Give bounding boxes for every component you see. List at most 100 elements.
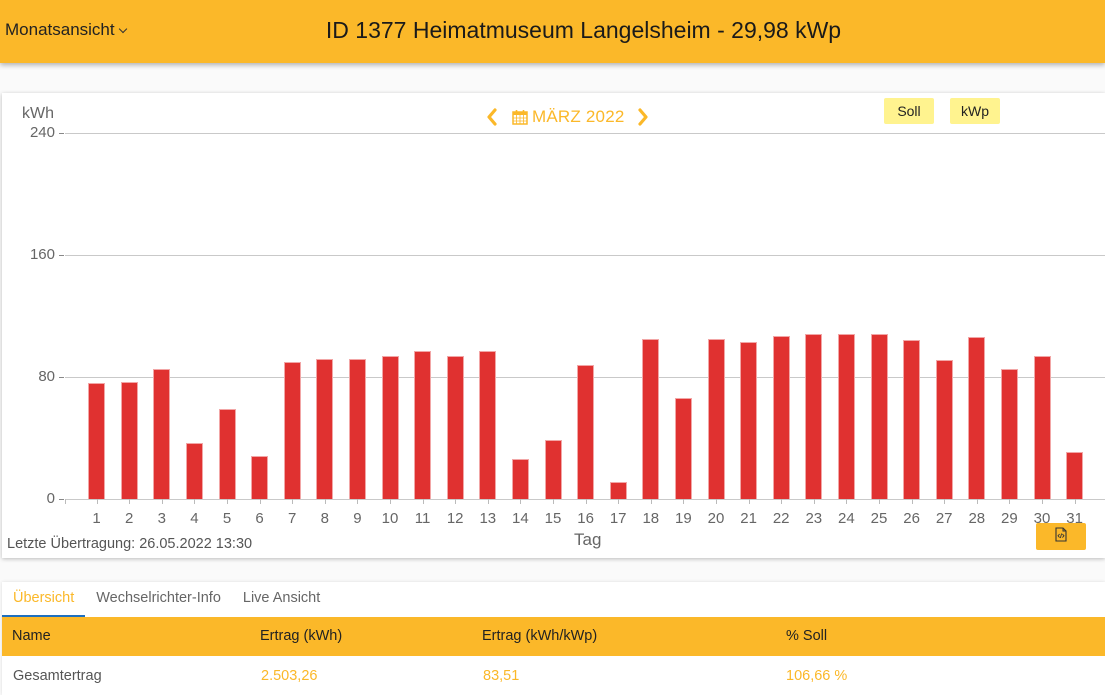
bar-day-19[interactable]: [674, 398, 692, 499]
bar-day-20[interactable]: [707, 338, 725, 499]
bar-day-31[interactable]: [1066, 451, 1084, 499]
calendar-icon[interactable]: [512, 109, 528, 125]
bar-day-13[interactable]: [479, 351, 497, 499]
y-tick: [59, 499, 64, 500]
bar-day-25[interactable]: [870, 334, 888, 499]
code-file-icon: [1055, 526, 1067, 547]
bar-day-26[interactable]: [903, 340, 921, 499]
bar-day-8[interactable]: [316, 358, 334, 499]
bar-day-2[interactable]: [120, 381, 138, 499]
y-tick: [59, 133, 64, 134]
bar-day-18[interactable]: [642, 338, 660, 499]
x-tick: [161, 499, 163, 504]
y-tick: [59, 255, 64, 256]
legend-kwp-toggle[interactable]: kWp: [950, 98, 1000, 124]
column-header-soll-percent: % Soll: [786, 628, 828, 644]
y-tick-label: 240: [29, 124, 55, 141]
bar-day-12[interactable]: [446, 355, 464, 499]
bar-day-1[interactable]: [88, 383, 106, 499]
tab-uebersicht[interactable]: Übersicht: [2, 582, 86, 617]
bar-day-21[interactable]: [740, 341, 758, 499]
x-tick: [1074, 499, 1076, 504]
bar-day-14[interactable]: [511, 459, 529, 499]
x-tick: [357, 499, 359, 504]
bar-day-6[interactable]: [251, 456, 269, 499]
export-button[interactable]: [1036, 523, 1086, 550]
x-tick-label: 12: [446, 510, 464, 527]
x-tick: [911, 499, 913, 504]
x-tick: [227, 499, 228, 504]
bar-day-27[interactable]: [935, 360, 953, 499]
x-tick-label: 30: [1033, 510, 1051, 527]
cell-soll-percent: 106,66 %: [786, 668, 848, 684]
gridline: [65, 133, 1105, 134]
x-tick-label: 18: [642, 510, 660, 527]
bar-day-10[interactable]: [381, 355, 399, 499]
top-bar: Monatsansicht ID 1377 Heimatmuseum Lange…: [0, 0, 1105, 63]
chevron-right-icon[interactable]: [637, 108, 649, 126]
last-update-text: Letzte Übertragung: 26.05.2022 13:30: [7, 536, 253, 552]
tab-live-ansicht[interactable]: Live Ansicht: [242, 590, 321, 606]
bar-day-3[interactable]: [153, 369, 171, 499]
x-tick-label: 7: [288, 510, 297, 527]
chevron-left-icon[interactable]: [486, 108, 498, 126]
x-axis-origin-tick: [65, 499, 66, 504]
tab-wechselrichter-info[interactable]: Wechselrichter-Info: [96, 590, 221, 606]
chart-card: kWh 0 80 160 240 1 2 3 4 5 6 7 8 9 10 11 12 13 14 15 16 17 18…: [2, 93, 1105, 558]
bar-day-4[interactable]: [185, 442, 203, 499]
bar-day-11[interactable]: [414, 351, 432, 499]
x-tick-label: 22: [772, 510, 790, 527]
column-header-name: Name: [12, 628, 51, 644]
x-tick-label: 11: [414, 510, 431, 527]
bar-day-5[interactable]: [218, 409, 236, 499]
cell-ertrag-kwh: 2.503,26: [261, 668, 318, 684]
x-tick-label: 25: [870, 510, 888, 527]
bar-day-15[interactable]: [544, 439, 562, 499]
x-tick: [618, 499, 620, 504]
y-axis-unit: kWh: [22, 105, 54, 122]
x-tick: [813, 499, 815, 504]
details-panel: Übersicht Wechselrichter-Info Live Ansic…: [2, 582, 1105, 695]
view-mode-dropdown[interactable]: Monatsansicht: [5, 20, 127, 40]
x-tick: [553, 499, 554, 504]
x-tick: [455, 499, 457, 504]
y-tick-label: 80: [38, 368, 55, 385]
x-tick-label: 29: [1001, 510, 1018, 527]
bar-day-9[interactable]: [348, 358, 366, 499]
x-tick-label: 31: [1066, 510, 1083, 527]
bar-day-7[interactable]: [283, 361, 301, 499]
x-tick: [324, 499, 326, 504]
x-tick: [944, 499, 946, 504]
month-navigator: MÄRZ 2022: [486, 107, 649, 127]
legend-soll-toggle[interactable]: Soll: [884, 98, 934, 124]
bar-day-29[interactable]: [1000, 369, 1018, 499]
x-tick: [781, 499, 783, 504]
x-tick-label: 15: [544, 510, 562, 527]
x-tick-label: 16: [577, 510, 594, 527]
view-mode-label: Monatsansicht: [5, 20, 115, 39]
x-tick: [129, 499, 131, 504]
bar-day-16[interactable]: [577, 364, 595, 499]
column-header-ertrag-kwh-kwp: Ertrag (kWh/kWp): [482, 628, 598, 644]
x-tick-label: 24: [838, 510, 855, 527]
x-tick: [520, 499, 522, 504]
x-tick: [716, 499, 717, 504]
bar-day-24[interactable]: [837, 334, 855, 499]
x-tick: [96, 499, 98, 504]
bar-day-22[interactable]: [772, 335, 790, 499]
column-header-ertrag-kwh: Ertrag (kWh): [260, 628, 343, 644]
tab-bar: Übersicht Wechselrichter-Info Live Ansic…: [2, 582, 331, 617]
month-label[interactable]: MÄRZ 2022: [532, 107, 625, 126]
bar-day-17[interactable]: [609, 482, 627, 499]
x-tick-label: 14: [512, 510, 529, 527]
bar-day-30[interactable]: [1033, 355, 1051, 499]
x-tick-label: 8: [320, 510, 329, 527]
y-tick-label: 0: [46, 490, 55, 507]
x-tick: [748, 499, 750, 504]
x-tick: [292, 499, 294, 504]
bar-day-23[interactable]: [805, 334, 823, 499]
bar-day-28[interactable]: [968, 337, 986, 499]
x-tick-label: 17: [609, 510, 627, 527]
x-tick: [683, 499, 685, 504]
x-tick-label: 20: [707, 510, 725, 527]
